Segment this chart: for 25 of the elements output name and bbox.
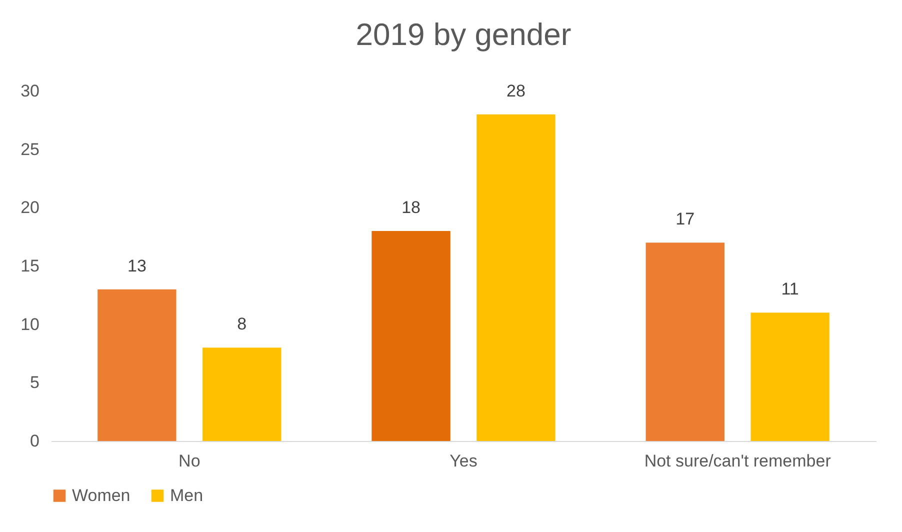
data-label: 18 bbox=[402, 198, 420, 217]
data-label: 28 bbox=[506, 81, 526, 100]
data-label: 13 bbox=[127, 256, 146, 276]
y-tick-label: 10 bbox=[20, 314, 40, 334]
bar bbox=[646, 242, 724, 441]
x-tick-label: Yes bbox=[450, 452, 478, 470]
bar bbox=[202, 348, 282, 441]
bar bbox=[98, 289, 176, 441]
legend-label: Men bbox=[170, 486, 204, 505]
data-label: 8 bbox=[237, 314, 247, 334]
y-tick-label: 30 bbox=[20, 82, 40, 100]
y-tick-label: 25 bbox=[20, 140, 40, 159]
y-tick-label: 15 bbox=[20, 256, 40, 276]
data-label: 11 bbox=[781, 280, 799, 299]
y-tick-label: 20 bbox=[20, 198, 40, 218]
y-tick-label: 5 bbox=[30, 373, 40, 392]
bar bbox=[372, 231, 450, 441]
bar bbox=[750, 312, 830, 441]
data-label: 17 bbox=[676, 210, 695, 229]
bar bbox=[476, 114, 556, 441]
x-tick-label: No bbox=[178, 452, 200, 470]
chart-title: 2019 by gender bbox=[356, 17, 572, 52]
y-tick-label: 0 bbox=[30, 432, 40, 450]
x-tick-label: Not sure/can't remember bbox=[644, 452, 832, 470]
legend-label: Women bbox=[72, 486, 130, 505]
